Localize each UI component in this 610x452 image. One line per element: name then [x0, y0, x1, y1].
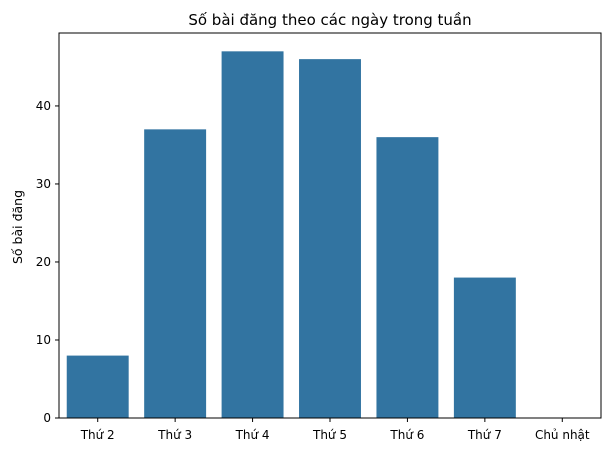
x-tick-label: Thứ 4: [235, 428, 270, 442]
x-axis-ticks: Thứ 2 Thứ 3 Thứ 4 Thứ 5 Thứ 6 Thứ 7 Chủ nhật: [80, 418, 590, 442]
x-tick-label: Chủ nhật: [535, 428, 590, 442]
y-tick-label: 30: [36, 177, 51, 191]
bars-layer: [66, 51, 516, 418]
bar: [66, 355, 129, 418]
y-tick-label: 10: [36, 333, 51, 347]
y-tick-label: 0: [43, 411, 51, 425]
x-tick-label: Thứ 5: [312, 428, 347, 442]
y-axis-label: Số bài đăng: [10, 190, 25, 264]
x-tick-label: Thứ 3: [157, 428, 192, 442]
x-tick-label: Thứ 6: [389, 428, 424, 442]
y-tick-label: 40: [36, 99, 51, 113]
plot-frame: [58, 32, 602, 419]
y-axis-ticks: 0 10 20 30 40: [36, 99, 59, 425]
chart-title: Số bài đăng theo các ngày trong tuần: [188, 11, 471, 29]
bar: [453, 277, 516, 418]
bar: [299, 59, 361, 418]
x-tick-label: Thứ 2: [80, 428, 115, 442]
x-tick-label: Thứ 7: [467, 428, 502, 442]
y-tick-label: 20: [36, 255, 51, 269]
bar: [221, 51, 284, 418]
bar: [144, 129, 207, 418]
bar: [376, 137, 439, 418]
